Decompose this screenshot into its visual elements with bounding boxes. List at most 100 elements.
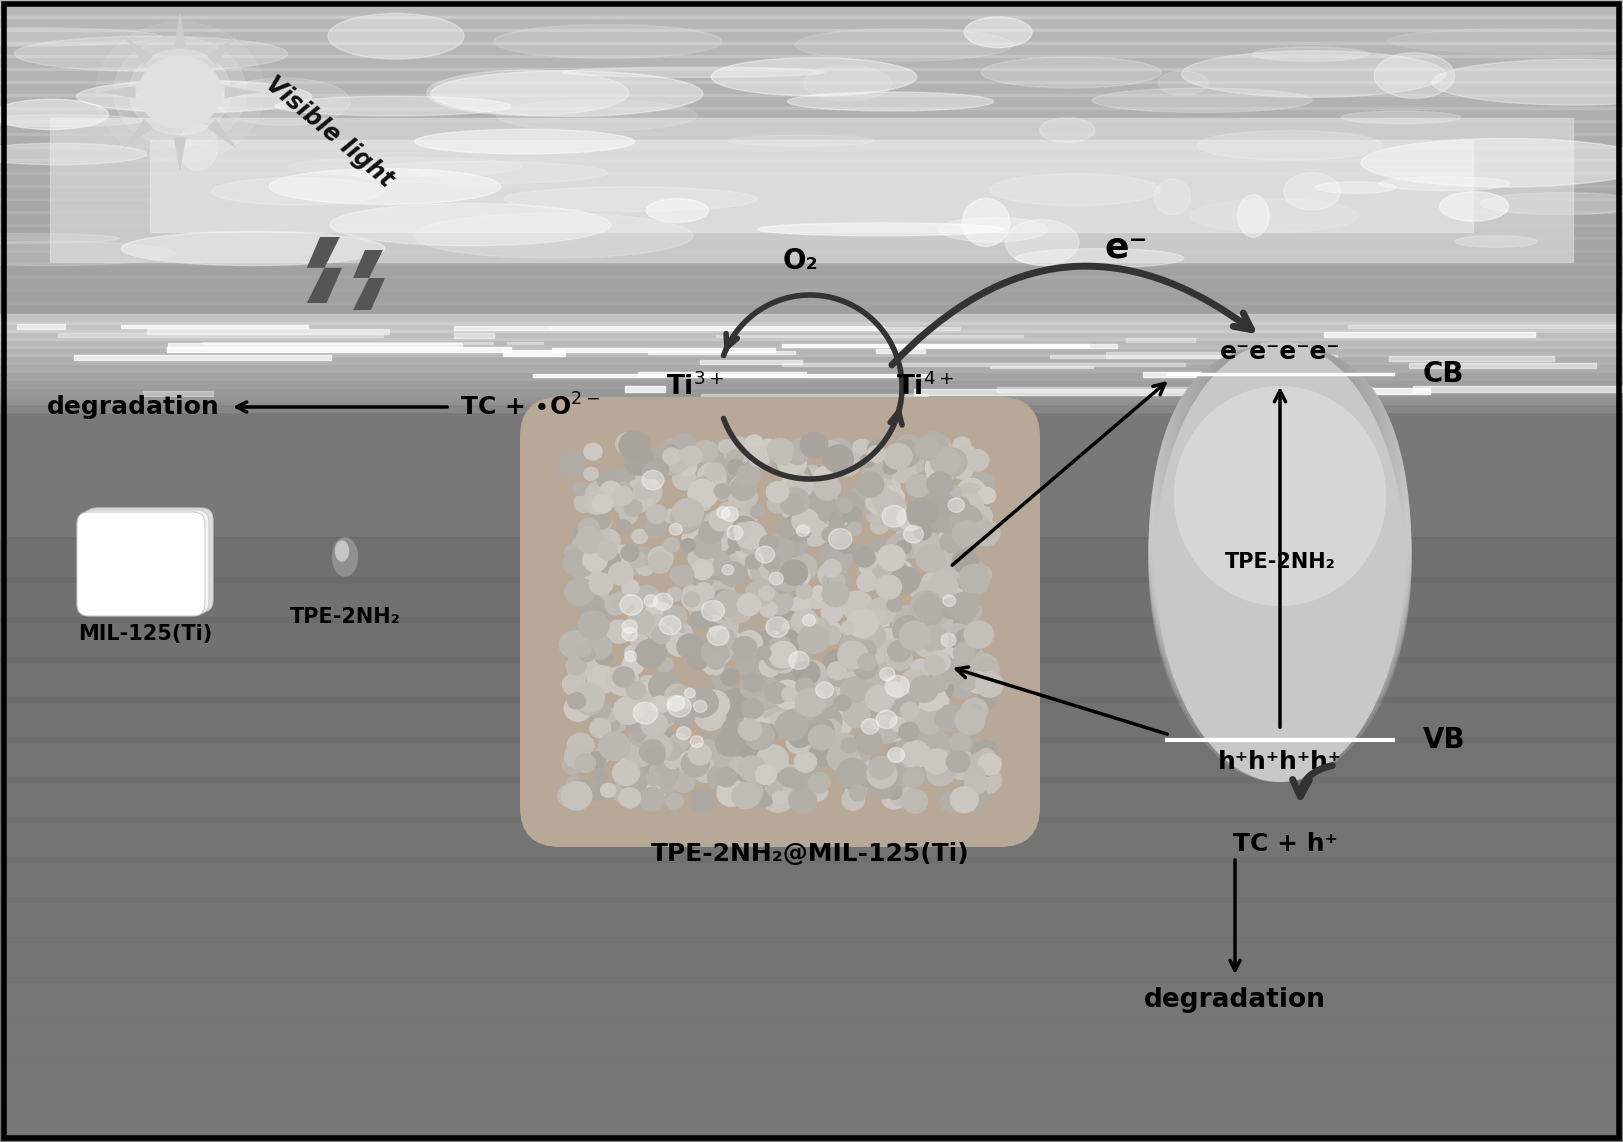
Ellipse shape	[823, 745, 849, 769]
Ellipse shape	[575, 522, 597, 545]
Ellipse shape	[812, 586, 826, 601]
Ellipse shape	[698, 464, 725, 489]
Ellipse shape	[980, 763, 995, 777]
Ellipse shape	[1149, 343, 1410, 762]
Ellipse shape	[1152, 344, 1407, 676]
Ellipse shape	[639, 788, 665, 811]
Ellipse shape	[906, 474, 930, 497]
Ellipse shape	[857, 472, 885, 497]
Ellipse shape	[682, 586, 708, 611]
Ellipse shape	[695, 702, 725, 730]
Ellipse shape	[764, 617, 794, 644]
Ellipse shape	[579, 646, 596, 661]
Ellipse shape	[732, 636, 756, 659]
Ellipse shape	[664, 621, 693, 649]
Ellipse shape	[652, 764, 678, 787]
Ellipse shape	[727, 525, 743, 540]
Ellipse shape	[956, 785, 988, 813]
Ellipse shape	[829, 518, 844, 531]
Ellipse shape	[1164, 345, 1397, 580]
Ellipse shape	[745, 580, 773, 606]
Ellipse shape	[781, 498, 803, 520]
Ellipse shape	[706, 463, 724, 481]
Ellipse shape	[803, 614, 815, 626]
Ellipse shape	[802, 476, 823, 497]
Ellipse shape	[631, 586, 661, 612]
Ellipse shape	[601, 482, 622, 502]
Ellipse shape	[969, 506, 992, 526]
Ellipse shape	[738, 718, 761, 740]
Ellipse shape	[911, 659, 932, 678]
Ellipse shape	[914, 523, 932, 540]
Bar	[0, 55, 1623, 70]
Ellipse shape	[904, 502, 930, 525]
Text: degradation: degradation	[1144, 987, 1326, 1013]
Ellipse shape	[613, 697, 643, 724]
Ellipse shape	[628, 660, 643, 673]
Ellipse shape	[795, 29, 1013, 62]
Ellipse shape	[907, 767, 925, 783]
Ellipse shape	[826, 693, 850, 716]
Ellipse shape	[777, 603, 794, 618]
Ellipse shape	[837, 756, 863, 779]
Ellipse shape	[665, 450, 690, 473]
Ellipse shape	[1151, 343, 1409, 706]
Ellipse shape	[925, 453, 958, 483]
Ellipse shape	[839, 683, 867, 708]
Ellipse shape	[721, 525, 738, 542]
Ellipse shape	[751, 682, 781, 709]
Ellipse shape	[1172, 345, 1388, 529]
Ellipse shape	[766, 589, 792, 614]
Ellipse shape	[1149, 343, 1410, 757]
Ellipse shape	[789, 726, 812, 747]
Ellipse shape	[774, 791, 792, 809]
Text: TC + h⁺: TC + h⁺	[1232, 833, 1337, 856]
Ellipse shape	[773, 652, 795, 673]
Ellipse shape	[1151, 343, 1410, 722]
Ellipse shape	[949, 505, 982, 534]
Ellipse shape	[800, 433, 828, 458]
Ellipse shape	[953, 497, 969, 512]
Bar	[1143, 372, 1248, 377]
Ellipse shape	[596, 649, 612, 665]
Ellipse shape	[769, 572, 784, 585]
Ellipse shape	[938, 585, 964, 609]
Ellipse shape	[854, 729, 881, 755]
Ellipse shape	[693, 745, 722, 773]
Ellipse shape	[888, 628, 915, 654]
Bar	[58, 333, 383, 337]
Ellipse shape	[610, 475, 641, 504]
Ellipse shape	[613, 667, 635, 687]
Ellipse shape	[646, 734, 662, 749]
Ellipse shape	[813, 707, 842, 734]
Ellipse shape	[1152, 344, 1407, 681]
Ellipse shape	[688, 700, 706, 717]
Ellipse shape	[641, 733, 672, 761]
Ellipse shape	[779, 767, 800, 787]
Ellipse shape	[652, 626, 670, 644]
Ellipse shape	[948, 593, 979, 621]
Ellipse shape	[972, 522, 988, 537]
Ellipse shape	[565, 579, 594, 605]
Ellipse shape	[781, 570, 797, 585]
Ellipse shape	[1183, 346, 1376, 478]
Ellipse shape	[914, 598, 943, 626]
Ellipse shape	[922, 572, 945, 594]
Ellipse shape	[633, 702, 657, 724]
Ellipse shape	[769, 642, 797, 668]
Ellipse shape	[664, 440, 680, 455]
Ellipse shape	[920, 626, 948, 652]
Bar	[1409, 363, 1595, 368]
Ellipse shape	[768, 439, 794, 463]
Ellipse shape	[1162, 345, 1397, 585]
Ellipse shape	[560, 630, 589, 658]
Ellipse shape	[948, 642, 962, 657]
Bar	[0, 315, 1623, 330]
Ellipse shape	[829, 574, 846, 588]
Ellipse shape	[867, 480, 881, 493]
Ellipse shape	[711, 558, 735, 580]
Ellipse shape	[781, 443, 797, 458]
Ellipse shape	[940, 597, 964, 619]
Ellipse shape	[114, 37, 247, 147]
Ellipse shape	[755, 765, 776, 785]
